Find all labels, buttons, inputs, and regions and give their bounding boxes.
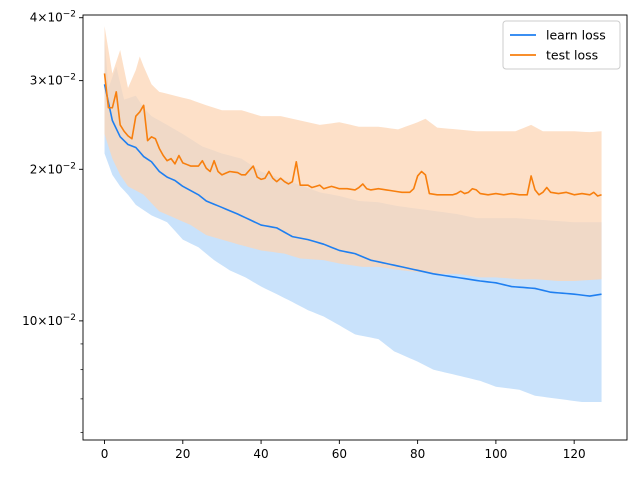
legend-box [502,20,621,70]
y-tick-label: 10×10−2 [22,313,76,328]
y-tick-label: 3×10−2 [30,73,76,88]
x-tick-label: 40 [253,447,268,461]
x-tick-label: 60 [332,447,347,461]
plot-area [103,26,602,403]
line-test-loss [103,73,602,197]
legend-label: learn loss [546,28,606,43]
axes: 0 20 40 60 80 100 120 4×10−2 3×10−2 2×10−2 10×10−2 [22,10,628,461]
legend-label: test loss [546,48,598,63]
y-tick-label: 4×10−2 [30,10,76,25]
x-tick-label: 20 [175,447,190,461]
y-tick-label: 2×10−2 [30,161,76,176]
line-learn-loss [103,84,602,297]
band-test-loss [104,26,602,282]
x-tick-label: 100 [484,447,507,461]
x-tick-label: 80 [410,447,425,461]
axes-frame [82,14,628,441]
x-tick-label: 0 [101,447,109,461]
x-tick-label: 120 [563,447,586,461]
legend: learn loss test loss [502,20,621,70]
